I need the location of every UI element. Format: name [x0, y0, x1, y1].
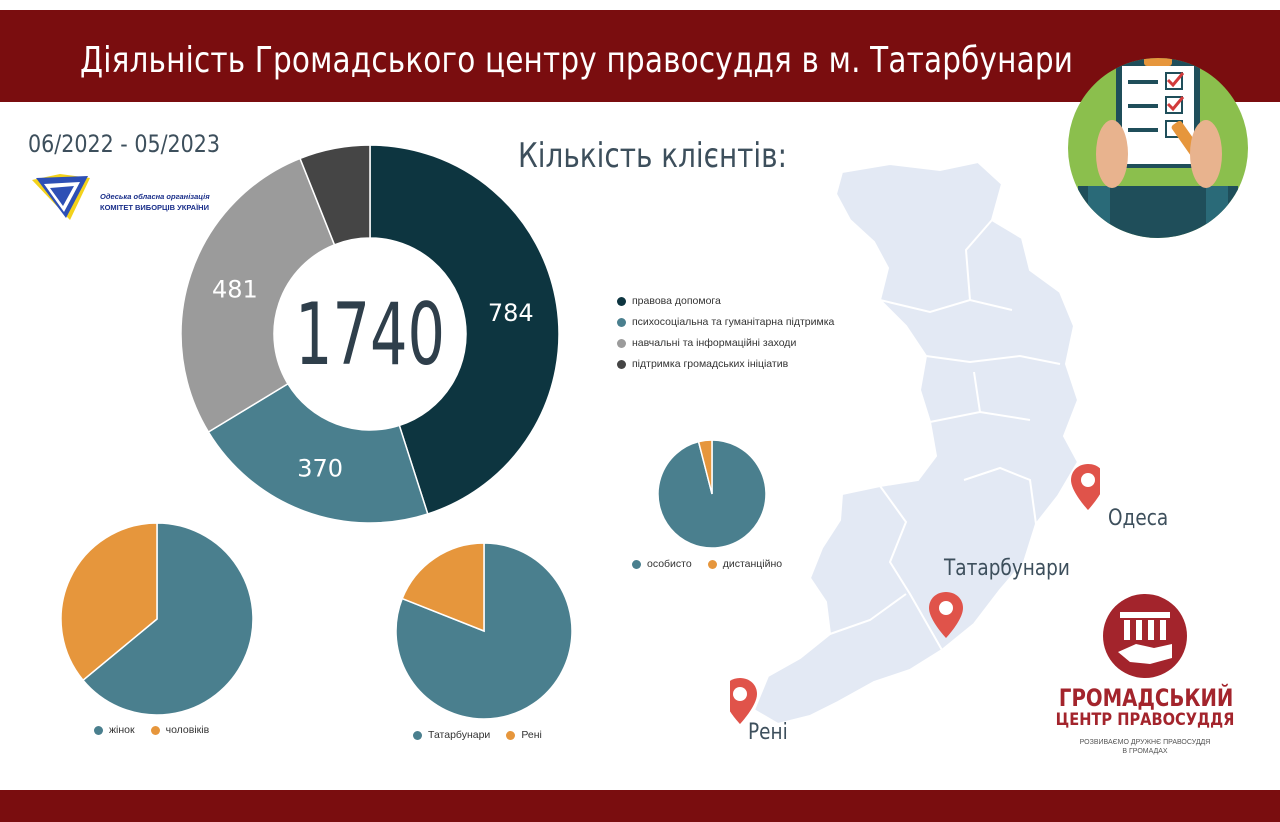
- legend-label: підтримка громадських ініціатив: [632, 358, 789, 370]
- footer-band: [0, 790, 1280, 822]
- legend-item: навчальні та інформаційні заходи: [617, 337, 834, 349]
- city-label-tatarbunary: Татарбунари: [944, 556, 1070, 581]
- legend-item: дистанційно: [707, 558, 783, 570]
- gcp-name-line1: ГРОМАДСЬКИЙ: [1058, 684, 1234, 712]
- legend-swatch: [506, 730, 516, 740]
- period-label: 06/2022 - 05/2023: [28, 130, 221, 158]
- legend-label: правова допомога: [632, 295, 721, 307]
- legend-label: Рені: [521, 729, 542, 741]
- legend-item: психосоціальна та гуманітарна підтримка: [617, 316, 834, 328]
- pin-reni-icon: [730, 678, 757, 724]
- odesa-region-map: [730, 160, 1100, 726]
- legend-swatch: [617, 317, 626, 327]
- gender-pie-chart: [60, 522, 254, 716]
- legend-label: навчальні та інформаційні заходи: [632, 337, 797, 349]
- data-label-0: 784: [488, 299, 534, 327]
- gcp-slogan-line1: РОЗВИВАЄМО ДРУЖНЄ ПРАВОСУДДЯ: [1079, 739, 1211, 746]
- legend-swatch: [617, 296, 626, 306]
- kvu-logo-line1: Одеська обласна організація: [100, 192, 210, 201]
- legend-swatch: [632, 559, 641, 569]
- legend-item: Рені: [506, 729, 542, 741]
- legend-item: особисто: [632, 558, 692, 570]
- gender-legend: жінок чоловіків: [94, 724, 225, 736]
- pie-slice-1: [60, 522, 158, 682]
- legend-swatch: [617, 359, 626, 369]
- legend-item: правова допомога: [617, 295, 834, 307]
- pie-slice-1: [401, 542, 485, 633]
- pie-slice-0: [369, 144, 560, 515]
- legend-label: особисто: [647, 558, 692, 570]
- clients-legend: правова допомога психосоціальна та гумані…: [617, 295, 834, 379]
- gcp-name-line2: ЦЕНТР ПРАВОСУДДЯ: [1055, 710, 1235, 730]
- legend-item: жінок: [94, 724, 135, 736]
- legend-swatch: [150, 725, 160, 735]
- pin-odesa-icon: [1071, 464, 1100, 510]
- pin-tatarbunary-icon: [929, 592, 963, 638]
- legend-label: чоловіків: [165, 724, 210, 736]
- legend-item: чоловіків: [150, 724, 210, 736]
- legend-swatch: [413, 730, 422, 740]
- format-pie-chart: [657, 439, 767, 549]
- legend-label: жінок: [109, 724, 135, 736]
- kvu-logo: Одеська обласна організація КОМІТЕТ ВИБО…: [30, 172, 210, 224]
- location-pie-chart: [395, 542, 573, 720]
- clipboard-checklist-icon: [1068, 58, 1248, 238]
- page-title: Діяльність Громадського центру правосудд…: [80, 40, 1074, 81]
- legend-swatch: [707, 559, 717, 569]
- pie-slice-1: [207, 382, 429, 524]
- pie-slice-1: [697, 439, 713, 495]
- legend-swatch: [617, 338, 626, 348]
- donut-center-total: 1740: [295, 285, 445, 385]
- legend-label: Татарбунари: [428, 729, 491, 741]
- legend-swatch: [94, 725, 103, 735]
- city-label-odesa: Одеса: [1108, 506, 1169, 531]
- pie-slice-2: [180, 157, 336, 434]
- clients-title: Кількість клієнтів:: [518, 136, 787, 176]
- city-label-reni: Рені: [748, 720, 788, 745]
- header-banner: Діяльність Громадського центру правосудд…: [0, 10, 1280, 102]
- format-legend: особисто дистанційно: [632, 558, 798, 570]
- pie-slice-0: [81, 522, 254, 716]
- pie-slice-3: [299, 144, 371, 246]
- legend-item: підтримка громадських ініціатив: [617, 358, 834, 370]
- legend-label: дистанційно: [722, 558, 783, 570]
- kvu-logo-line2: КОМІТЕТ ВИБОРЦІВ УКРАЇНИ: [100, 203, 209, 212]
- gcp-emblem-icon: [1103, 594, 1187, 678]
- legend-item: Татарбунари: [413, 729, 490, 741]
- data-label-1: 370: [297, 454, 343, 482]
- clients-donut-chart: 784 370 481 1740: [180, 144, 560, 524]
- gcp-logo: ГРОМАДСЬКИЙ ЦЕНТР ПРАВОСУДДЯ РОЗВИВАЄМО …: [1040, 592, 1250, 762]
- location-legend: Татарбунари Рені: [413, 729, 558, 741]
- data-label-2: 481: [212, 276, 258, 304]
- legend-label: психосоціальна та гуманітарна підтримка: [632, 316, 835, 328]
- gcp-slogan-line2: В ГРОМАДАХ: [1122, 748, 1168, 755]
